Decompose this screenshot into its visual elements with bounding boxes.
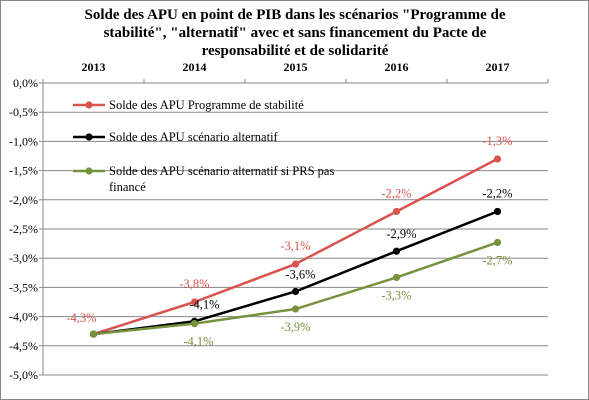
- data-label: -4,1%: [183, 335, 213, 349]
- data-point: [493, 155, 502, 163]
- y-tick-label: -1,5%: [9, 164, 38, 178]
- legend-swatch-marker: [85, 101, 93, 109]
- axes: 0,0% -0,5% -1,0% -1,5% -2,0% -2,5% -3,0% -3,5% -…: [9, 60, 549, 382]
- data-label: -2,7%: [482, 253, 512, 267]
- y-tick-label: -5,0%: [9, 368, 38, 382]
- data-point: [392, 207, 401, 216]
- y-tick-label: -4,0%: [9, 310, 38, 324]
- data-label: -4,3%: [66, 311, 96, 325]
- data-label: -3,3%: [381, 288, 411, 302]
- x-tick-label: 2014: [183, 60, 207, 74]
- y-tick-label: -1,0%: [9, 134, 38, 148]
- data-label: -2,9%: [386, 227, 416, 241]
- x-tick-label: 2013: [82, 60, 106, 74]
- data-label: -4,1%: [189, 297, 219, 311]
- y-tick-label: 0,0%: [13, 76, 38, 90]
- gridlines: [43, 82, 548, 376]
- data-point: [190, 320, 199, 328]
- data-label: -2,2%: [381, 186, 411, 200]
- data-point: [392, 273, 401, 282]
- data-point: [392, 247, 401, 255]
- y-tick-label: -3,0%: [9, 251, 38, 265]
- series-layer: [89, 155, 502, 338]
- x-tick-label: 2015: [284, 60, 308, 74]
- legend-label: Solde des APU scénario alternatif: [109, 130, 279, 144]
- y-tick-label: -2,5%: [9, 222, 38, 236]
- data-point: [291, 305, 300, 313]
- y-tick-label: -3,5%: [9, 280, 38, 294]
- legend-label: financé: [109, 180, 146, 194]
- y-tick-label: -4,5%: [9, 339, 38, 353]
- data-label: -2,2%: [482, 186, 512, 200]
- data-point: [89, 330, 98, 338]
- y-tick-label: -0,5%: [9, 105, 38, 119]
- y-tick-label: -2,0%: [9, 193, 38, 207]
- data-point: [190, 298, 199, 306]
- legend-swatch-marker: [85, 133, 93, 141]
- data-point: [291, 287, 300, 296]
- x-tick-label: 2016: [385, 60, 409, 74]
- legend-swatch-marker: [85, 167, 93, 175]
- chart-title-line-2: stabilité", "alternatif" avec et sans fi…: [104, 25, 487, 41]
- data-point: [291, 260, 300, 268]
- legend-label: Solde des APU Programme de stabilité: [109, 98, 304, 112]
- legend-label: Solde des APU scénario alternatif si PRS…: [109, 164, 334, 178]
- chart-title-line-1: Solde des APU en point de PIB dans les s…: [85, 7, 506, 23]
- data-point: [493, 207, 502, 216]
- chart-title-line-3: responsabilité et de solidarité: [202, 43, 389, 59]
- data-label: -3,8%: [179, 277, 209, 291]
- data-label: -3,6%: [285, 267, 315, 281]
- data-label: -3,1%: [280, 239, 310, 253]
- data-labels: -4,3% -3,8% -3,1% -2,2% -1,3% -4,1% -3,6% -2,9%…: [66, 134, 512, 349]
- data-point: [493, 238, 502, 247]
- legend: Solde des APU Programme de stabilité Sold…: [73, 98, 334, 194]
- data-label: -1,3%: [482, 134, 512, 148]
- x-tick-label: 2017: [486, 60, 510, 74]
- data-label: -3,9%: [280, 320, 310, 334]
- chart-title: Solde des APU en point de PIB dans les s…: [85, 7, 506, 59]
